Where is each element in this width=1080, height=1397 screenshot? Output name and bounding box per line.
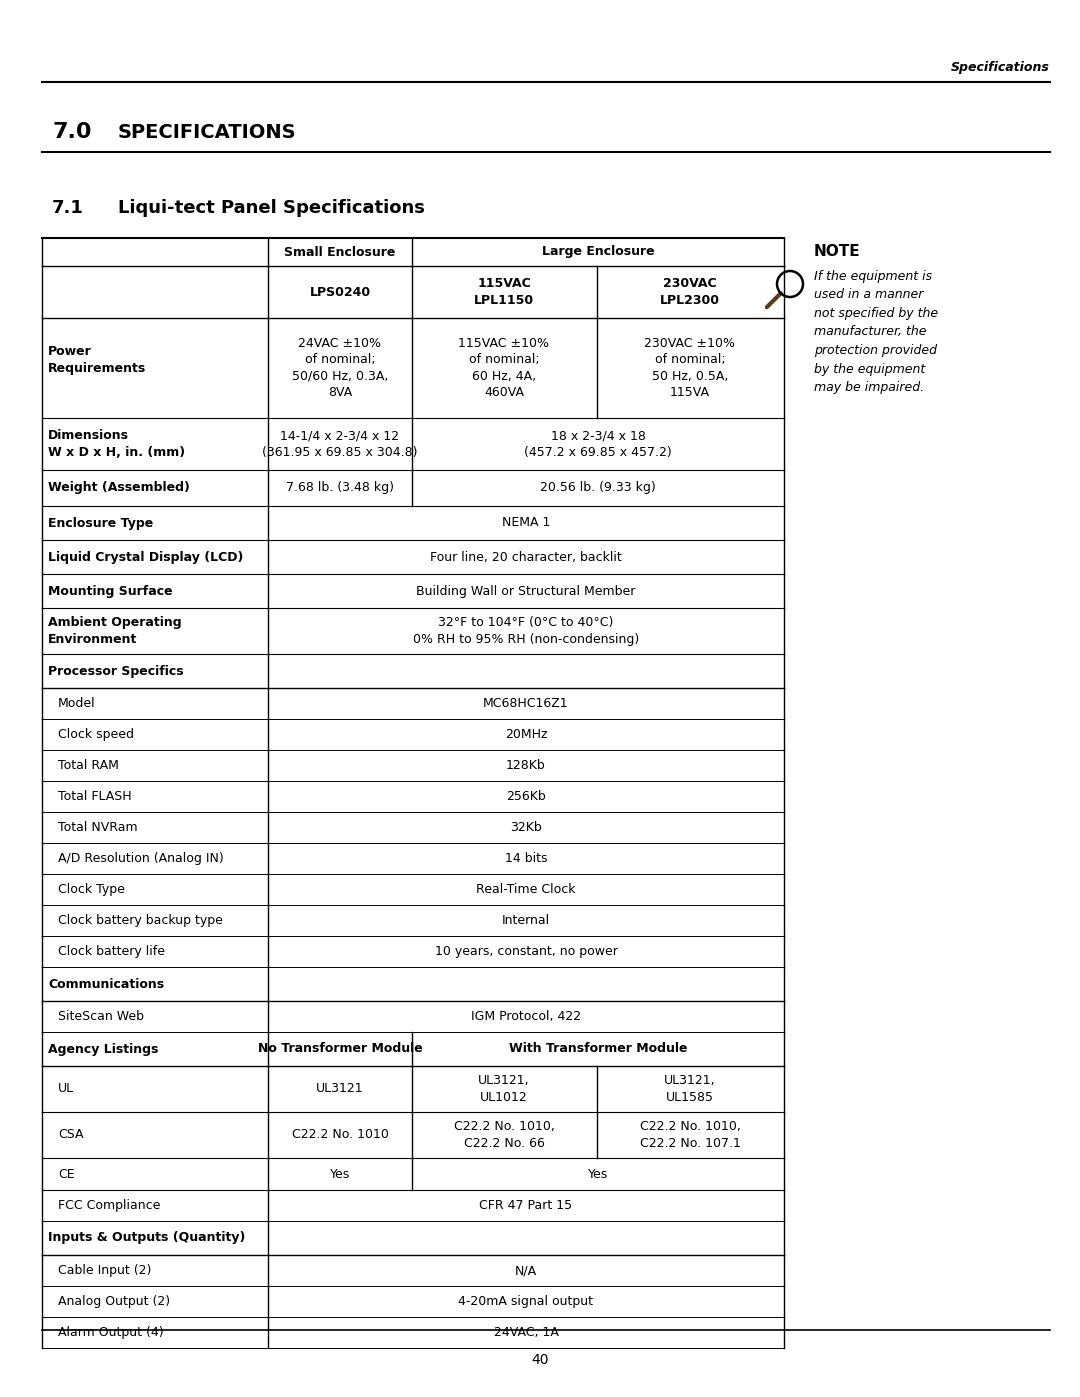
Text: Small Enclosure: Small Enclosure bbox=[284, 246, 395, 258]
Text: Mounting Surface: Mounting Surface bbox=[48, 584, 173, 598]
Text: Total RAM: Total RAM bbox=[58, 759, 119, 773]
Text: SiteScan Web: SiteScan Web bbox=[58, 1010, 144, 1023]
Text: Power
Requirements: Power Requirements bbox=[48, 345, 146, 374]
Text: CE: CE bbox=[58, 1168, 75, 1180]
Text: Total FLASH: Total FLASH bbox=[58, 789, 132, 803]
Text: protection provided: protection provided bbox=[814, 344, 937, 358]
Text: Model: Model bbox=[58, 697, 96, 710]
Text: Total NVRam: Total NVRam bbox=[58, 821, 137, 834]
Text: not specified by the: not specified by the bbox=[814, 307, 939, 320]
Text: IGM Protocol, 422: IGM Protocol, 422 bbox=[471, 1010, 581, 1023]
Text: UL3121: UL3121 bbox=[316, 1083, 364, 1095]
Text: Four line, 20 character, backlit: Four line, 20 character, backlit bbox=[430, 550, 622, 563]
Text: CFR 47 Part 15: CFR 47 Part 15 bbox=[480, 1199, 572, 1213]
Text: MC68HC16Z1: MC68HC16Z1 bbox=[483, 697, 569, 710]
Text: N/A: N/A bbox=[515, 1264, 537, 1277]
Text: C22.2 No. 1010,
C22.2 No. 66: C22.2 No. 1010, C22.2 No. 66 bbox=[454, 1120, 554, 1150]
Text: Ambient Operating
Environment: Ambient Operating Environment bbox=[48, 616, 181, 645]
Text: If the equipment is: If the equipment is bbox=[814, 270, 932, 284]
Text: Liquid Crystal Display (LCD): Liquid Crystal Display (LCD) bbox=[48, 550, 243, 563]
Text: NOTE: NOTE bbox=[814, 244, 861, 260]
Text: A/D Resolution (Analog IN): A/D Resolution (Analog IN) bbox=[58, 852, 224, 865]
Text: by the equipment: by the equipment bbox=[814, 362, 926, 376]
Text: Yes: Yes bbox=[588, 1168, 608, 1180]
Text: Dimensions
W x D x H, in. (mm): Dimensions W x D x H, in. (mm) bbox=[48, 429, 185, 458]
Text: Agency Listings: Agency Listings bbox=[48, 1042, 159, 1056]
Text: Processor Specifics: Processor Specifics bbox=[48, 665, 184, 678]
Text: 10 years, constant, no power: 10 years, constant, no power bbox=[434, 944, 618, 958]
Text: Analog Output (2): Analog Output (2) bbox=[58, 1295, 171, 1308]
Text: CSA: CSA bbox=[58, 1129, 83, 1141]
Text: Large Enclosure: Large Enclosure bbox=[542, 246, 654, 258]
Text: 20MHz: 20MHz bbox=[504, 728, 548, 740]
Text: 32Kb: 32Kb bbox=[510, 821, 542, 834]
Text: 7.0: 7.0 bbox=[52, 122, 92, 142]
Text: With Transformer Module: With Transformer Module bbox=[509, 1042, 687, 1056]
Text: UL3121,
UL1012: UL3121, UL1012 bbox=[478, 1074, 530, 1104]
Text: Specifications: Specifications bbox=[951, 61, 1050, 74]
Text: 40: 40 bbox=[531, 1354, 549, 1368]
Text: 24VAC ±10%
of nominal;
50/60 Hz, 0.3A,
8VA: 24VAC ±10% of nominal; 50/60 Hz, 0.3A, 8… bbox=[292, 337, 388, 400]
Text: 18 x 2-3/4 x 18
(457.2 x 69.85 x 457.2): 18 x 2-3/4 x 18 (457.2 x 69.85 x 457.2) bbox=[524, 429, 672, 458]
Text: 7.68 lb. (3.48 kg): 7.68 lb. (3.48 kg) bbox=[286, 482, 394, 495]
Text: UL: UL bbox=[58, 1083, 75, 1095]
Text: may be impaired.: may be impaired. bbox=[814, 381, 924, 394]
Text: used in a manner: used in a manner bbox=[814, 289, 923, 302]
Text: Inputs & Outputs (Quantity): Inputs & Outputs (Quantity) bbox=[48, 1232, 245, 1245]
Text: 256Kb: 256Kb bbox=[507, 789, 545, 803]
Text: Communications: Communications bbox=[48, 978, 164, 990]
Text: C22.2 No. 1010: C22.2 No. 1010 bbox=[292, 1129, 389, 1141]
Text: 7.1: 7.1 bbox=[52, 198, 84, 217]
Text: Building Wall or Structural Member: Building Wall or Structural Member bbox=[416, 584, 636, 598]
Text: Clock battery backup type: Clock battery backup type bbox=[58, 914, 222, 928]
Text: LPS0240: LPS0240 bbox=[310, 285, 370, 299]
Text: manufacturer, the: manufacturer, the bbox=[814, 326, 927, 338]
Text: Enclosure Type: Enclosure Type bbox=[48, 517, 153, 529]
Text: Cable Input (2): Cable Input (2) bbox=[58, 1264, 151, 1277]
Text: Real-Time Clock: Real-Time Clock bbox=[476, 883, 576, 895]
Text: Yes: Yes bbox=[329, 1168, 350, 1180]
Text: Liqui-tect Panel Specifications: Liqui-tect Panel Specifications bbox=[118, 198, 424, 217]
Text: C22.2 No. 1010,
C22.2 No. 107.1: C22.2 No. 1010, C22.2 No. 107.1 bbox=[639, 1120, 741, 1150]
Text: NEMA 1: NEMA 1 bbox=[502, 517, 550, 529]
Text: Weight (Assembled): Weight (Assembled) bbox=[48, 482, 190, 495]
Text: FCC Compliance: FCC Compliance bbox=[58, 1199, 160, 1213]
Text: Clock Type: Clock Type bbox=[58, 883, 125, 895]
Text: Internal: Internal bbox=[502, 914, 550, 928]
Text: 115VAC
LPL1150: 115VAC LPL1150 bbox=[474, 277, 535, 307]
Text: 230VAC ±10%
of nominal;
50 Hz, 0.5A,
115VA: 230VAC ±10% of nominal; 50 Hz, 0.5A, 115… bbox=[645, 337, 735, 400]
Text: SPECIFICATIONS: SPECIFICATIONS bbox=[118, 123, 297, 141]
Text: 14-1/4 x 2-3/4 x 12
(361.95 x 69.85 x 304.8): 14-1/4 x 2-3/4 x 12 (361.95 x 69.85 x 30… bbox=[262, 429, 418, 458]
Text: Clock speed: Clock speed bbox=[58, 728, 134, 740]
Text: Alarm Output (4): Alarm Output (4) bbox=[58, 1326, 164, 1338]
Text: 32°F to 104°F (0°C to 40°C)
0% RH to 95% RH (non-condensing): 32°F to 104°F (0°C to 40°C) 0% RH to 95%… bbox=[413, 616, 639, 645]
Text: 14 bits: 14 bits bbox=[504, 852, 548, 865]
Text: 230VAC
LPL2300: 230VAC LPL2300 bbox=[660, 277, 720, 307]
Text: UL3121,
UL1585: UL3121, UL1585 bbox=[664, 1074, 716, 1104]
Text: 4-20mA signal output: 4-20mA signal output bbox=[459, 1295, 594, 1308]
Text: No Transformer Module: No Transformer Module bbox=[258, 1042, 422, 1056]
Text: 24VAC, 1A: 24VAC, 1A bbox=[494, 1326, 558, 1338]
Text: Clock battery life: Clock battery life bbox=[58, 944, 165, 958]
Text: 20.56 lb. (9.33 kg): 20.56 lb. (9.33 kg) bbox=[540, 482, 656, 495]
Text: 128Kb: 128Kb bbox=[507, 759, 545, 773]
Text: 115VAC ±10%
of nominal;
60 Hz, 4A,
460VA: 115VAC ±10% of nominal; 60 Hz, 4A, 460VA bbox=[459, 337, 550, 400]
